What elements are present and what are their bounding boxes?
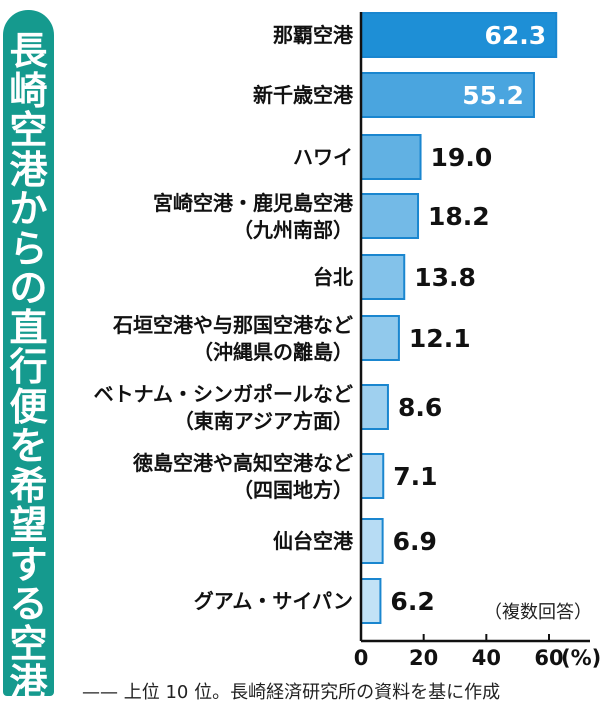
- x-tick-label: 0: [354, 646, 369, 670]
- bar: [360, 453, 385, 499]
- value-label: 55.2: [462, 81, 524, 110]
- bar: [360, 72, 535, 118]
- value-label: 62.3: [485, 21, 547, 50]
- chart-title: 長崎空港からの直行便を希望する空港: [9, 29, 48, 705]
- x-tick-label: 40: [472, 646, 501, 670]
- title-banner: 長崎空港からの直行便を希望する空港: [3, 10, 54, 703]
- category-label: （沖縄県の離島）: [193, 340, 353, 364]
- bar: [360, 518, 384, 564]
- value-label: 12.1: [409, 324, 471, 353]
- bar: [360, 193, 420, 239]
- category-label: 仙台空港: [273, 529, 354, 553]
- bar: [360, 384, 389, 430]
- value-label: 7.1: [393, 462, 437, 491]
- x-tick-label: 20: [409, 646, 438, 670]
- x-tick-label: 60: [534, 646, 563, 670]
- bar: [360, 12, 558, 58]
- value-label: 18.2: [428, 202, 490, 231]
- value-label: 13.8: [414, 263, 476, 292]
- category-label: （九州南部）: [233, 218, 353, 242]
- bar: [360, 315, 400, 361]
- category-label: 徳島空港や高知空港など: [132, 451, 353, 475]
- category-label: 那覇空港: [273, 23, 354, 47]
- category-label: ベトナム・シンガポールなど: [94, 382, 353, 406]
- category-label: 台北: [313, 265, 353, 289]
- bar: [360, 134, 422, 180]
- category-label: 新千歳空港: [253, 83, 354, 107]
- value-label: 6.2: [390, 587, 434, 616]
- category-label: ハワイ: [293, 145, 353, 169]
- value-label: 6.9: [393, 527, 437, 556]
- category-label: 石垣空港や与那国空港など: [112, 313, 353, 337]
- category-label: グアム・サイパン: [194, 589, 353, 613]
- bar: [360, 254, 406, 300]
- x-unit-label: (%): [561, 646, 600, 670]
- note: （複数回答）: [484, 602, 592, 623]
- category-label: （四国地方）: [233, 478, 353, 502]
- value-label: 19.0: [431, 143, 493, 172]
- value-label: 8.6: [398, 393, 442, 422]
- category-label: 宮崎空港・鹿児島空港: [153, 191, 354, 215]
- category-label: （東南アジア方面）: [174, 409, 353, 433]
- source-footer: —— 上位 10 位。長崎経済研究所の資料を基に作成: [82, 682, 501, 703]
- bar: [360, 578, 382, 624]
